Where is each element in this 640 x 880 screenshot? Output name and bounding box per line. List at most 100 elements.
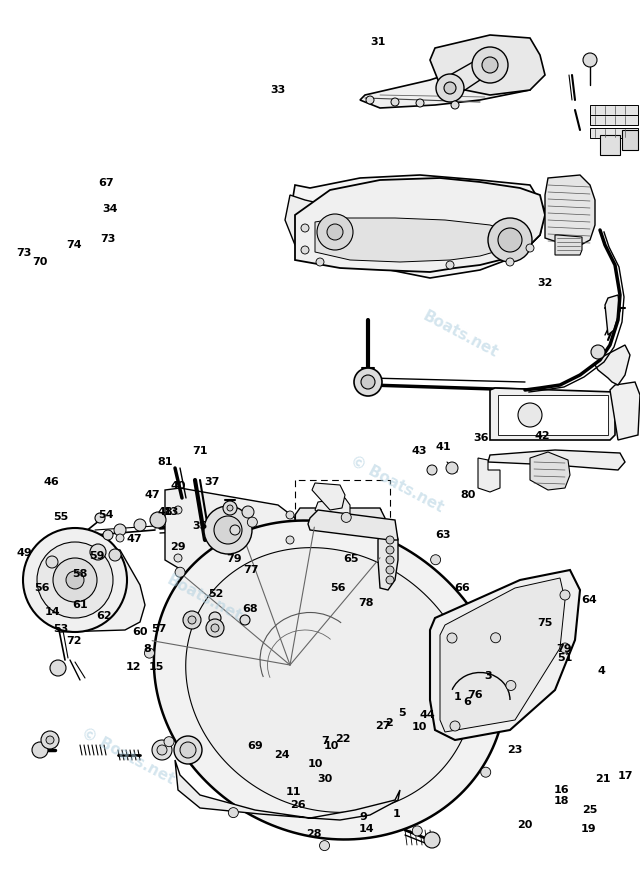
- Circle shape: [431, 554, 440, 565]
- Circle shape: [66, 571, 84, 589]
- Polygon shape: [595, 345, 630, 385]
- Circle shape: [53, 558, 97, 602]
- Text: 32: 32: [538, 278, 553, 289]
- Text: 10: 10: [412, 722, 428, 732]
- Text: 49: 49: [17, 547, 32, 558]
- Circle shape: [560, 643, 570, 653]
- Circle shape: [317, 214, 353, 250]
- Ellipse shape: [251, 617, 269, 633]
- Circle shape: [103, 530, 113, 540]
- Text: 24: 24: [274, 750, 289, 760]
- FancyBboxPatch shape: [600, 135, 620, 155]
- Text: 28: 28: [306, 829, 321, 840]
- Circle shape: [174, 736, 202, 764]
- Polygon shape: [154, 521, 506, 840]
- Text: 53: 53: [53, 624, 68, 634]
- Polygon shape: [490, 388, 615, 440]
- Text: © Boats.net: © Boats.net: [348, 453, 446, 515]
- Polygon shape: [295, 508, 385, 528]
- Text: 3: 3: [484, 671, 492, 681]
- Text: 56: 56: [34, 583, 49, 593]
- Text: 1: 1: [393, 809, 401, 819]
- Text: 55: 55: [53, 512, 68, 523]
- Text: 42: 42: [535, 430, 550, 441]
- Circle shape: [174, 554, 182, 562]
- Text: 31: 31: [370, 37, 385, 48]
- Text: 13: 13: [164, 507, 179, 517]
- Text: 62: 62: [96, 611, 111, 621]
- Circle shape: [526, 244, 534, 252]
- Circle shape: [427, 465, 437, 475]
- Circle shape: [37, 542, 113, 618]
- Circle shape: [391, 98, 399, 106]
- Text: 77: 77: [243, 565, 259, 576]
- Circle shape: [327, 224, 343, 240]
- Text: 14: 14: [45, 606, 60, 617]
- Polygon shape: [165, 488, 300, 572]
- Text: 80: 80: [461, 489, 476, 500]
- Text: 33: 33: [271, 84, 286, 95]
- Polygon shape: [295, 178, 545, 272]
- Text: 48: 48: [157, 507, 173, 517]
- Text: 20: 20: [517, 820, 532, 831]
- Circle shape: [416, 99, 424, 107]
- Text: 73: 73: [100, 234, 115, 245]
- Circle shape: [134, 519, 146, 531]
- Circle shape: [481, 767, 491, 777]
- Text: 27: 27: [375, 721, 390, 731]
- Polygon shape: [312, 483, 345, 510]
- Text: 59: 59: [90, 551, 105, 561]
- Text: 66: 66: [454, 583, 470, 593]
- Text: 52: 52: [209, 589, 224, 599]
- Circle shape: [482, 57, 498, 73]
- Circle shape: [447, 633, 457, 643]
- Polygon shape: [186, 547, 474, 812]
- Circle shape: [386, 576, 394, 584]
- Text: 11: 11: [285, 787, 301, 797]
- Circle shape: [211, 624, 219, 632]
- Text: 76: 76: [467, 690, 483, 700]
- Circle shape: [286, 511, 294, 519]
- Polygon shape: [378, 525, 398, 590]
- Text: 58: 58: [72, 568, 88, 579]
- Text: 16: 16: [554, 785, 570, 796]
- Circle shape: [319, 840, 330, 851]
- Text: 68: 68: [242, 604, 257, 614]
- Ellipse shape: [243, 609, 278, 641]
- Text: 7: 7: [321, 736, 329, 746]
- Circle shape: [227, 505, 233, 511]
- Circle shape: [386, 546, 394, 554]
- Circle shape: [361, 375, 375, 389]
- Circle shape: [240, 615, 250, 625]
- Circle shape: [412, 826, 422, 836]
- Text: 6: 6: [463, 697, 471, 708]
- Circle shape: [206, 619, 224, 637]
- Polygon shape: [488, 450, 625, 470]
- Text: 19: 19: [581, 824, 596, 834]
- Circle shape: [157, 745, 167, 755]
- Circle shape: [450, 721, 460, 731]
- Circle shape: [286, 536, 294, 544]
- Circle shape: [386, 536, 394, 544]
- Circle shape: [301, 224, 309, 232]
- Text: 17: 17: [618, 771, 634, 781]
- Circle shape: [109, 549, 121, 561]
- Text: 15: 15: [149, 662, 164, 672]
- Text: 73: 73: [17, 248, 32, 259]
- Circle shape: [386, 566, 394, 574]
- Text: 18: 18: [554, 796, 570, 806]
- Polygon shape: [48, 535, 145, 632]
- Circle shape: [174, 506, 182, 514]
- Text: 65: 65: [343, 554, 358, 564]
- Text: 46: 46: [44, 477, 59, 488]
- Polygon shape: [478, 458, 500, 492]
- Circle shape: [354, 368, 382, 396]
- FancyBboxPatch shape: [622, 130, 638, 150]
- Text: 44: 44: [420, 709, 435, 720]
- Text: 69: 69: [247, 741, 262, 752]
- Polygon shape: [290, 175, 545, 278]
- Circle shape: [316, 258, 324, 266]
- Text: 57: 57: [151, 624, 166, 634]
- Circle shape: [247, 517, 257, 527]
- Circle shape: [301, 246, 309, 254]
